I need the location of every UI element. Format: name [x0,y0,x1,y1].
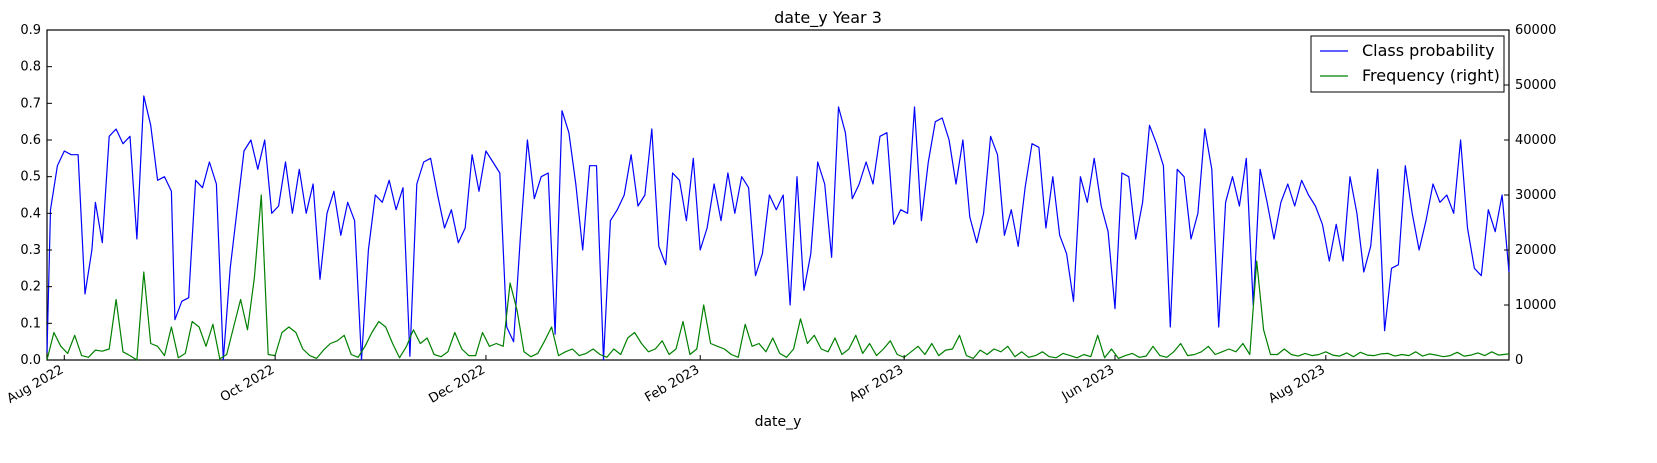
legend-label-frequency: Frequency (right) [1362,66,1500,85]
series-layer [46,95,1510,361]
y-tick-label-left: 0.2 [20,280,41,295]
x-tick-label: Aug 2022 [5,362,67,406]
y-tick-label-left: 0.5 [20,170,41,185]
x-tick-label: Apr 2023 [847,362,906,405]
x-axis: Aug 2022 Oct 2022 Dec 2022 Feb 2023 Apr 2023… [5,355,1328,407]
y-tick-label-left: 0.7 [20,96,41,111]
x-tick-label: Dec 2022 [426,362,488,406]
series-line-0 [46,95,1510,361]
y-tick-label-right: 20000 [1515,243,1556,258]
x-tick-label: Aug 2023 [1266,362,1328,406]
legend: Class probability Frequency (right) [1310,35,1505,93]
y-tick-label-left: 0.9 [20,23,41,38]
x-tick-label: Oct 2022 [218,362,277,405]
y-tick-label-right: 30000 [1515,188,1556,203]
y-tick-label-left: 0.4 [20,206,41,221]
series-line-1 [46,194,1510,361]
y-tick-label-left: 0.8 [20,60,41,75]
y-tick-label-right: 40000 [1515,133,1556,148]
y-tick-label-right: 60000 [1515,23,1556,38]
y-tick-label-right: 0 [1515,353,1523,368]
y-tick-label-right: 50000 [1515,78,1556,93]
legend-frame [1310,35,1505,93]
x-tick-label: Feb 2023 [643,362,703,405]
legend-label-class-probability: Class probability [1362,41,1495,60]
y-tick-label-left: 0.0 [20,353,41,368]
plot-area [46,29,1510,361]
x-axis-title: date_y [755,414,802,430]
y-tick-label-right: 10000 [1515,298,1556,313]
y-tick-label-left: 0.6 [20,133,41,148]
y-axis-right: 0 10000 20000 30000 40000 50000 60000 [1504,23,1556,368]
y-axis-left: 0.0 0.1 0.2 0.3 0.4 0.5 0.6 0.7 0.8 0.9 [20,23,52,368]
y-tick-label-left: 0.3 [20,243,41,258]
chart-title: date_y Year 3 [774,8,882,28]
y-tick-label-left: 0.1 [20,316,41,331]
x-tick-label: Jun 2023 [1059,362,1117,404]
